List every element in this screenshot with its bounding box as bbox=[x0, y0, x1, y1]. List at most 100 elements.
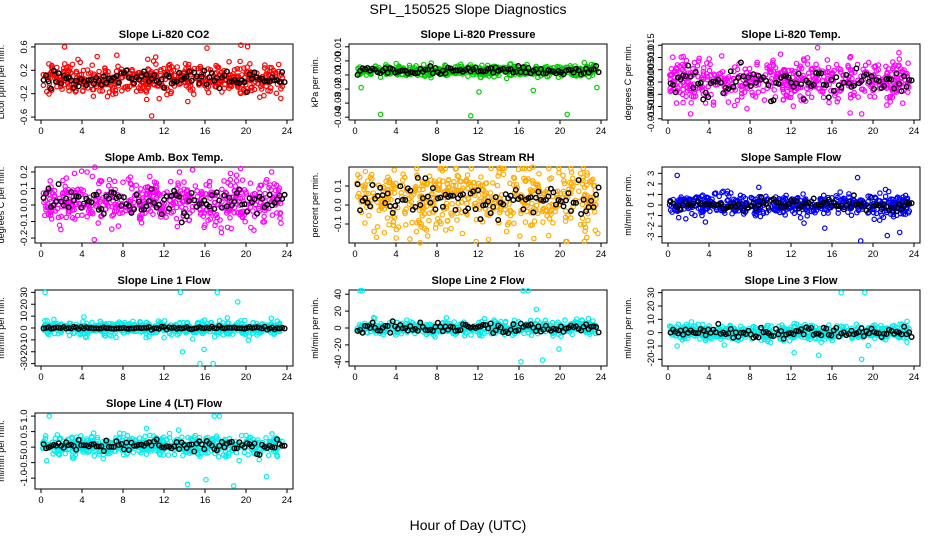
data-point bbox=[840, 72, 846, 79]
y-tick-label: -3 bbox=[646, 232, 657, 240]
mean-point bbox=[362, 195, 369, 202]
mean-point bbox=[863, 71, 870, 78]
data-point bbox=[71, 170, 78, 177]
data-point bbox=[275, 68, 282, 75]
mean-point bbox=[845, 198, 852, 205]
outlier-point bbox=[530, 87, 537, 94]
data-point bbox=[77, 331, 83, 338]
data-point bbox=[144, 191, 151, 198]
data-point bbox=[472, 200, 479, 207]
mean-point bbox=[161, 84, 168, 91]
data-point bbox=[748, 195, 755, 201]
data-point bbox=[826, 99, 832, 106]
x-tick-label: 12 bbox=[786, 126, 797, 137]
data-point bbox=[90, 93, 97, 100]
data-point bbox=[251, 227, 257, 234]
data-point bbox=[263, 179, 269, 185]
mean-point bbox=[815, 202, 822, 209]
mean-point bbox=[775, 199, 782, 206]
data-point bbox=[78, 168, 85, 174]
data-point bbox=[696, 55, 703, 62]
data-point bbox=[905, 60, 911, 67]
data-point bbox=[279, 83, 286, 90]
data-point bbox=[112, 87, 119, 94]
data-point bbox=[682, 215, 689, 222]
data-point bbox=[734, 66, 741, 73]
mean-point bbox=[562, 197, 569, 204]
mean-point bbox=[399, 196, 406, 203]
mean-point bbox=[490, 203, 497, 210]
mean-point bbox=[442, 70, 449, 77]
data-point bbox=[413, 165, 420, 172]
data-point bbox=[109, 226, 115, 232]
data-point bbox=[887, 99, 894, 105]
data-point bbox=[203, 207, 209, 213]
data-point bbox=[355, 193, 361, 200]
mean-point bbox=[243, 208, 250, 215]
data-point bbox=[153, 195, 160, 201]
data-point bbox=[563, 208, 569, 215]
data-point bbox=[756, 184, 762, 191]
outlier-point bbox=[854, 174, 861, 181]
data-point bbox=[227, 214, 233, 221]
data-point bbox=[242, 317, 248, 324]
mean-point bbox=[208, 70, 215, 77]
mean-point bbox=[113, 73, 120, 80]
mean-point bbox=[740, 207, 747, 214]
data-point bbox=[42, 212, 48, 219]
data-point bbox=[766, 63, 773, 70]
y-tick-label: 40 bbox=[333, 289, 344, 300]
data-point bbox=[808, 66, 815, 72]
data-point bbox=[213, 62, 219, 69]
mean-point bbox=[241, 201, 248, 208]
mean-point bbox=[560, 203, 567, 210]
data-point bbox=[688, 99, 695, 106]
data-point bbox=[247, 180, 254, 187]
mean-point bbox=[702, 89, 709, 96]
mean-point bbox=[898, 88, 905, 95]
data-point bbox=[552, 208, 558, 215]
outlier-point bbox=[564, 111, 571, 118]
data-point bbox=[428, 60, 435, 66]
y-tick-label: 30 bbox=[19, 287, 30, 298]
mean-point bbox=[697, 79, 704, 86]
data-point bbox=[444, 218, 451, 224]
mean-point bbox=[896, 201, 903, 208]
mean-point bbox=[595, 69, 602, 76]
data-point bbox=[254, 332, 260, 338]
data-point bbox=[97, 177, 103, 184]
mean-point bbox=[810, 195, 817, 202]
data-point bbox=[707, 208, 713, 215]
data-point bbox=[128, 181, 135, 187]
mean-point bbox=[540, 70, 547, 77]
mean-point bbox=[737, 59, 744, 66]
mean-point bbox=[151, 72, 158, 79]
data-point bbox=[695, 73, 702, 80]
data-point bbox=[481, 315, 488, 322]
data-point bbox=[828, 87, 834, 94]
data-point bbox=[113, 208, 120, 215]
data-point bbox=[458, 199, 465, 206]
mean-point bbox=[437, 194, 444, 201]
data-point bbox=[371, 228, 377, 235]
y-tick-label: 0.00 bbox=[333, 52, 344, 70]
mean-point bbox=[85, 77, 92, 84]
data-point bbox=[276, 185, 283, 191]
x-tick-label: 20 bbox=[241, 249, 252, 260]
mean-point bbox=[705, 94, 712, 101]
y-tick-label: -0.02 bbox=[333, 78, 344, 100]
y-tick-label: -0.005 bbox=[646, 81, 657, 108]
x-tick-label: 16 bbox=[200, 249, 211, 260]
data-point bbox=[401, 174, 408, 181]
data-point bbox=[884, 94, 890, 101]
mean-point bbox=[108, 189, 115, 196]
mean-point bbox=[90, 192, 97, 199]
data-point bbox=[504, 221, 511, 228]
outlier-point bbox=[822, 225, 828, 232]
data-point bbox=[205, 89, 212, 96]
data-point bbox=[782, 66, 788, 73]
data-point bbox=[143, 190, 150, 197]
mean-point bbox=[158, 211, 165, 218]
data-point bbox=[683, 93, 689, 100]
mean-point bbox=[465, 205, 472, 212]
